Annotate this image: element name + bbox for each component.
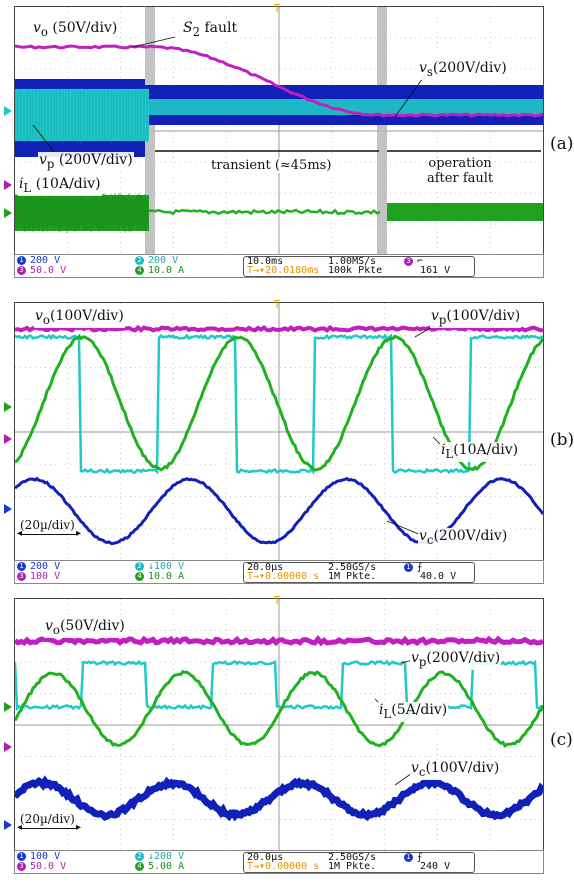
vc-label-b: vc(200V/div)	[418, 528, 509, 548]
ch3-marker-b	[4, 434, 12, 444]
vp-label-c: vp(200V/div)	[410, 650, 502, 670]
vo-trace	[15, 44, 543, 118]
vp-envelope-before	[15, 89, 149, 141]
ch4-badge: 4	[135, 266, 144, 275]
ch4-marker-b	[4, 402, 12, 412]
vp-label-b: vp(100V/div)	[430, 308, 522, 328]
scope-screen-c	[14, 598, 544, 852]
ch4-marker-a	[4, 208, 12, 218]
vp-envelope-after	[149, 99, 543, 115]
fault-marker-band	[145, 7, 155, 255]
vo-trace	[15, 324, 543, 333]
panel-a: T vo (50V/div) S2 fault vs(200V/div) vp …	[4, 2, 544, 278]
scale-label-b: (20µ/div) ◂ ▸	[17, 518, 81, 539]
vo-label-a: vo (50V/div)	[32, 20, 119, 40]
vo-leader	[132, 36, 176, 48]
panel-c: T vo(50V/div) vp(200V/div) iL(5A/div) vc…	[4, 594, 544, 876]
vp-leader	[32, 124, 56, 154]
iL-envelope-after	[387, 203, 543, 221]
ch3-badge: 3	[17, 266, 26, 275]
ch1-marker-c	[4, 820, 12, 830]
vp-label-a: vp (200V/div)	[38, 152, 134, 172]
scale-label-c: (20µ/div) ◂ ▸	[17, 812, 81, 833]
ch1-badge: 1	[17, 256, 26, 265]
status-bar-b: 1 200 V 3 100 V 2 ↓100 V 4 10.0 A 20.0µs 2.50…	[14, 560, 544, 584]
iL-trace	[15, 669, 543, 748]
trigger-marker-a: T	[273, 2, 281, 15]
iL-label-b: iL(10A/div)	[440, 442, 520, 462]
waveform-plot-b	[15, 303, 543, 561]
scope-screen-b	[14, 302, 544, 562]
status-bar-a: 1 200 V 3 50.0 V 2 200 V 4 10.0 A 10.0ms 1.00…	[14, 254, 544, 278]
panel-label-c: (c)	[550, 730, 573, 750]
trigger-marker-c: T	[273, 594, 281, 607]
vo-trace	[15, 634, 543, 647]
vp-trace	[15, 333, 543, 475]
iL-label-c: iL(5A/div)	[378, 702, 449, 722]
trigger-marker-b: T	[273, 298, 281, 311]
vc-leader	[386, 520, 422, 536]
vp-trace	[15, 659, 543, 712]
timebase-box-c: 20.0µs 2.50GS/s 1 ⨍ T→▾0.00000 s 1M Pkte. 240…	[243, 852, 475, 873]
vc-trace	[15, 476, 543, 546]
scope-screen-a	[14, 6, 544, 256]
end-transient-band	[377, 7, 387, 255]
iL-trace-transient	[148, 208, 381, 216]
panel-b: T vo(100V/div) vp(100V/div) iL(10A/div) …	[4, 298, 544, 584]
waveform-plot-a	[15, 7, 543, 255]
vo-label-c: vo(50V/div)	[44, 618, 126, 638]
fault-label-a: S2 fault	[182, 20, 239, 40]
panel-label-a: (a)	[550, 134, 574, 154]
ch3-marker-c	[4, 742, 12, 752]
ch1-marker-b	[4, 504, 12, 514]
ch4-marker-c	[4, 702, 12, 712]
panel-label-b: (b)	[550, 430, 574, 450]
iL-label-a: iL (10A/div)	[18, 176, 102, 196]
vc-label-c: vc(100V/div)	[410, 760, 501, 780]
waveform-plot-c	[15, 599, 543, 851]
timebase-box-b: 20.0µs 2.50GS/s 1 ⨍ T→▾0.00000 s 1M Pkte. 40.…	[243, 562, 475, 583]
status-bar-c: 1 100 V 3 50.0 V 2 ↓200 V 4 5.00 A 20.0µs 2.5…	[14, 850, 544, 874]
vs-leader	[394, 74, 426, 118]
transient-label-a: transient (≈45ms)	[208, 158, 335, 173]
after-fault-label-a: operation after fault	[427, 156, 494, 186]
ch3-marker-a	[4, 180, 12, 190]
vc-trace	[15, 775, 543, 822]
ch2-marker-a	[4, 106, 12, 116]
ch2-badge: 2	[135, 256, 144, 265]
timebase-box-a: 10.0ms 1.00MS/s 3 ⌐ T→▾20.0180ms 100k Pkte 16…	[243, 256, 475, 277]
vs-label-a: vs(200V/div)	[418, 60, 508, 80]
vo-label-b: vo(100V/div)	[34, 308, 125, 328]
